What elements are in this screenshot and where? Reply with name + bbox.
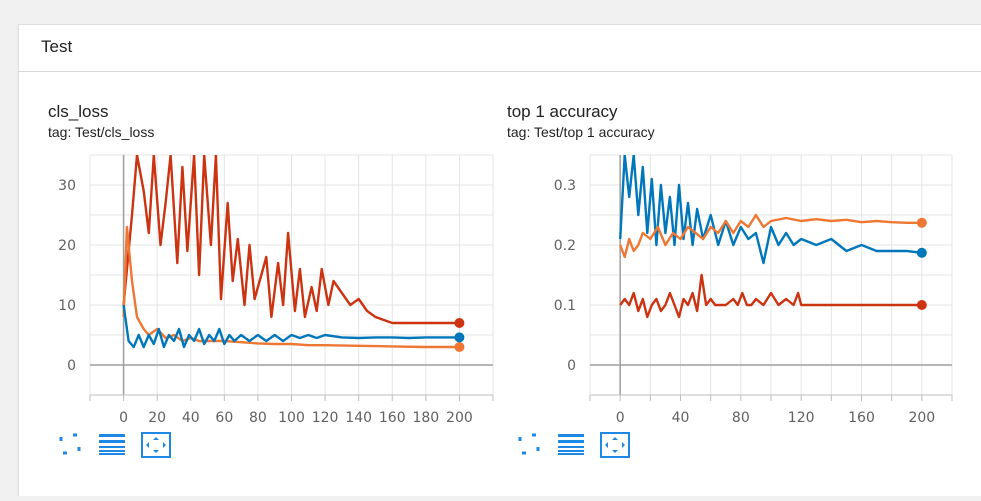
chart-card-top1-accuracy: top 1 accuracy tag: Test/top 1 accuracy xyxy=(507,102,957,482)
fullscreen-button[interactable] xyxy=(517,432,547,462)
fullscreen-icon xyxy=(59,433,81,455)
fullscreen-icon xyxy=(518,433,540,455)
chart-title: top 1 accuracy xyxy=(507,102,618,121)
fit-domain-icon xyxy=(600,432,630,458)
menu-lines-icon xyxy=(99,434,125,455)
chart-tag: tag: Test/top 1 accuracy xyxy=(507,124,655,140)
log-scale-button[interactable] xyxy=(558,432,588,462)
chart-card-cls-loss: cls_loss tag: Test/cls_loss xyxy=(48,102,498,482)
panel-header[interactable]: Test xyxy=(19,25,981,72)
fit-domain-button[interactable] xyxy=(141,432,171,462)
chart-toolbar xyxy=(58,432,178,462)
fit-domain-button[interactable] xyxy=(600,432,630,462)
fit-domain-icon xyxy=(141,432,171,458)
chart-title: cls_loss xyxy=(48,102,109,121)
menu-lines-icon xyxy=(558,434,584,455)
fullscreen-button[interactable] xyxy=(58,432,88,462)
panel-bottom-edge xyxy=(18,496,981,501)
log-scale-button[interactable] xyxy=(99,432,129,462)
panel-title: Test xyxy=(41,37,73,56)
chart-tag: tag: Test/cls_loss xyxy=(48,124,155,140)
chart-toolbar xyxy=(517,432,637,462)
